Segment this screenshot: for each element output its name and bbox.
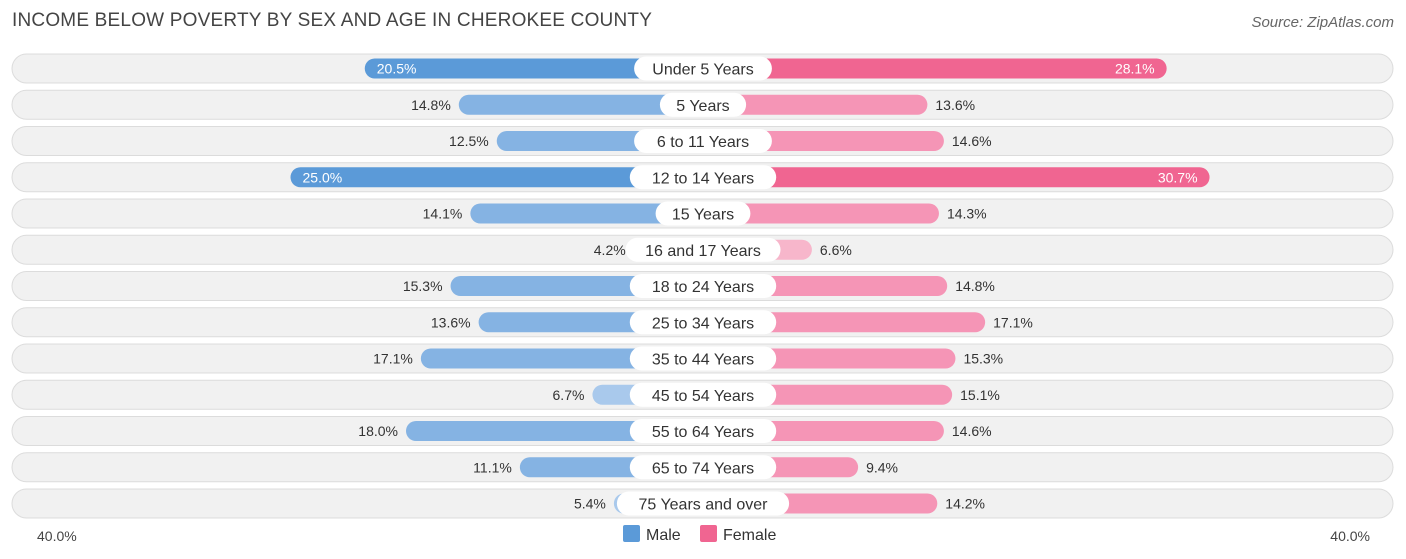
male-value-label: 20.5% [377, 61, 417, 77]
chart-source: Source: ZipAtlas.com [1251, 14, 1394, 31]
category-label: 6 to 11 Years [657, 134, 749, 151]
male-value-label: 14.1% [423, 206, 463, 222]
category-label: 35 to 44 Years [652, 352, 754, 369]
category-label: 18 to 24 Years [652, 279, 754, 296]
male-value-label: 25.0% [303, 169, 343, 185]
legend-male-swatch [623, 525, 640, 542]
category-label-bg [655, 201, 751, 226]
category-label: 55 to 64 Years [652, 424, 754, 441]
category-label: 75 Years and over [639, 497, 769, 514]
male-value-label: 13.6% [431, 314, 471, 330]
legend-female-swatch [700, 525, 717, 542]
category-label: 5 Years [676, 98, 729, 115]
legend-female-label: Female [723, 527, 776, 544]
female-value-label: 14.2% [945, 496, 985, 512]
female-value-label: 28.1% [1115, 61, 1155, 77]
female-bar [703, 94, 928, 115]
male-value-label: 5.4% [574, 496, 606, 512]
female-bar [703, 58, 1167, 79]
female-value-label: 17.1% [993, 314, 1033, 330]
female-value-label: 9.4% [866, 459, 898, 475]
category-label-bg [629, 419, 777, 443]
category-label-bg [629, 165, 777, 190]
category-label: 25 to 34 Years [652, 315, 754, 332]
male-value-label: 12.5% [449, 133, 489, 149]
category-label-bg [629, 274, 777, 298]
female-value-label: 14.6% [952, 423, 992, 439]
female-value-label: 6.6% [820, 242, 852, 258]
male-bar [364, 58, 703, 79]
category-label-bg [634, 56, 772, 81]
male-bar [406, 421, 703, 441]
female-bar [703, 203, 939, 224]
male-value-label: 6.7% [553, 387, 585, 403]
axis-label-right: 40.0% [1330, 528, 1370, 544]
category-label-bg [629, 310, 777, 335]
male-value-label: 15.3% [403, 278, 443, 294]
male-value-label: 17.1% [373, 351, 413, 367]
chart-title: INCOME BELOW POVERTY BY SEX AND AGE IN C… [12, 10, 653, 31]
category-label: Under 5 Years [652, 62, 753, 79]
female-value-label: 14.6% [952, 133, 992, 149]
female-value-label: 13.6% [935, 97, 975, 113]
category-label-bg [634, 129, 772, 153]
female-value-label: 15.1% [960, 387, 1000, 403]
male-value-label: 4.2% [594, 242, 626, 258]
category-label-bg [625, 237, 781, 262]
legend-male-label: Male [646, 527, 681, 544]
male-bar [470, 203, 703, 224]
male-value-label: 18.0% [358, 423, 398, 439]
category-label: 12 to 14 Years [652, 170, 754, 187]
category-label: 15 Years [672, 207, 734, 224]
female-value-label: 30.7% [1158, 169, 1198, 185]
male-value-label: 11.1% [473, 459, 512, 475]
category-label-bg [659, 92, 747, 117]
male-value-label: 14.8% [411, 97, 451, 113]
female-value-label: 14.3% [947, 206, 987, 222]
female-bar [703, 167, 1210, 188]
category-label: 45 to 54 Years [652, 388, 754, 405]
category-label-bg [629, 455, 777, 480]
category-label-bg [616, 491, 790, 516]
category-label-bg [629, 346, 777, 371]
category-label: 16 and 17 Years [645, 243, 761, 260]
male-bar [458, 94, 703, 115]
axis-label-left: 40.0% [37, 528, 77, 544]
male-bar [290, 167, 703, 188]
category-label: 65 to 74 Years [652, 460, 754, 477]
female-value-label: 15.3% [963, 351, 1003, 367]
category-label-bg [629, 382, 777, 407]
female-value-label: 14.8% [955, 278, 995, 294]
